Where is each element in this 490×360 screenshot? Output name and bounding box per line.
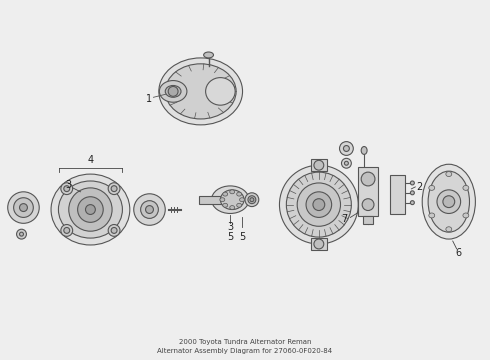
Text: 2000 Toyota Tundra Alternator Reman: 2000 Toyota Tundra Alternator Reman <box>179 339 311 346</box>
Circle shape <box>286 172 351 237</box>
Ellipse shape <box>237 203 242 207</box>
Ellipse shape <box>463 213 469 218</box>
Ellipse shape <box>206 78 235 105</box>
Circle shape <box>8 192 39 223</box>
Ellipse shape <box>165 64 236 119</box>
Text: 5: 5 <box>227 232 233 242</box>
Text: 7: 7 <box>342 215 347 224</box>
Ellipse shape <box>165 85 181 97</box>
Circle shape <box>61 183 73 194</box>
Circle shape <box>361 172 375 186</box>
Circle shape <box>111 186 117 192</box>
Ellipse shape <box>58 181 122 238</box>
Bar <box>311 238 327 250</box>
Circle shape <box>443 196 455 208</box>
Text: 3: 3 <box>227 222 233 232</box>
Circle shape <box>411 191 415 195</box>
Circle shape <box>313 199 325 211</box>
Circle shape <box>108 225 120 236</box>
Circle shape <box>64 186 70 192</box>
Circle shape <box>77 197 103 222</box>
Circle shape <box>17 229 26 239</box>
Circle shape <box>69 188 112 231</box>
Ellipse shape <box>248 196 256 204</box>
Ellipse shape <box>429 185 435 190</box>
Circle shape <box>134 194 165 225</box>
Circle shape <box>168 86 178 96</box>
Ellipse shape <box>237 192 242 196</box>
Circle shape <box>411 181 415 185</box>
Circle shape <box>342 158 351 168</box>
Text: 2: 2 <box>416 182 422 192</box>
Text: Alternator Assembly Diagram for 27060-0F020-84: Alternator Assembly Diagram for 27060-0F… <box>157 348 333 354</box>
Ellipse shape <box>204 52 214 58</box>
Ellipse shape <box>220 190 244 210</box>
Text: 1: 1 <box>147 94 152 104</box>
Circle shape <box>279 165 358 244</box>
Ellipse shape <box>422 164 475 239</box>
Text: 4: 4 <box>87 155 94 165</box>
Circle shape <box>362 199 374 211</box>
Ellipse shape <box>361 147 367 154</box>
Ellipse shape <box>212 186 249 213</box>
Circle shape <box>411 201 415 204</box>
Circle shape <box>14 198 33 217</box>
Circle shape <box>146 206 153 213</box>
Circle shape <box>111 228 117 233</box>
Bar <box>390 175 406 215</box>
Ellipse shape <box>428 171 469 232</box>
Ellipse shape <box>223 203 228 207</box>
Circle shape <box>64 228 70 233</box>
Circle shape <box>20 204 27 212</box>
Circle shape <box>61 225 73 236</box>
Circle shape <box>297 183 341 226</box>
Ellipse shape <box>223 192 228 196</box>
Bar <box>363 216 373 224</box>
Ellipse shape <box>220 198 225 202</box>
Bar <box>199 196 233 204</box>
Circle shape <box>108 183 120 194</box>
Ellipse shape <box>159 58 243 125</box>
Ellipse shape <box>51 174 130 245</box>
Ellipse shape <box>463 185 469 190</box>
Ellipse shape <box>446 172 452 176</box>
Ellipse shape <box>446 227 452 232</box>
Circle shape <box>314 239 324 249</box>
Text: 3: 3 <box>66 180 72 190</box>
Ellipse shape <box>240 198 245 202</box>
Circle shape <box>306 192 332 217</box>
Ellipse shape <box>250 198 254 202</box>
Ellipse shape <box>245 193 259 207</box>
Circle shape <box>344 161 348 165</box>
Ellipse shape <box>159 81 187 102</box>
Circle shape <box>20 232 24 236</box>
Circle shape <box>343 145 349 152</box>
Circle shape <box>85 204 96 215</box>
Circle shape <box>141 201 158 219</box>
Text: 5: 5 <box>239 232 245 242</box>
Ellipse shape <box>230 190 235 194</box>
Circle shape <box>340 141 353 156</box>
Ellipse shape <box>230 206 235 210</box>
Bar <box>311 159 327 171</box>
Circle shape <box>314 160 324 170</box>
Text: 6: 6 <box>456 248 462 258</box>
Ellipse shape <box>429 213 435 218</box>
Bar <box>358 167 378 216</box>
Circle shape <box>437 190 461 213</box>
